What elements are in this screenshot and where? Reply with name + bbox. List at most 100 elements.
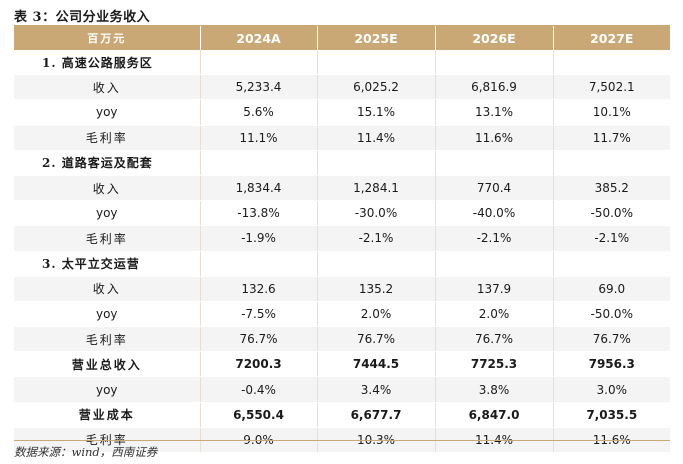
table-row: yoy 5.6% 15.1% 13.1% 10.1% <box>14 99 670 126</box>
table-cell: 137.9 <box>435 276 554 302</box>
header-unit: 百万元 <box>14 26 201 50</box>
table-cell: -50.0% <box>553 200 670 227</box>
table-row: 收入 132.6 135.2 137.9 69.0 <box>14 276 670 302</box>
table-cell <box>553 150 670 176</box>
table-cell: 132.6 <box>200 276 318 302</box>
table-cell <box>317 150 436 176</box>
table-row: 毛利率 76.7% 76.7% 76.7% 76.7% <box>14 326 670 353</box>
row-label: 营业成本 <box>14 402 201 428</box>
table-cell: 1,834.4 <box>200 175 318 202</box>
data-source-note: 数据来源：wind，西南证券 <box>14 445 158 459</box>
table-cell: 11.4% <box>317 125 436 151</box>
table-cell: -2.1% <box>553 225 670 252</box>
table-row: 营业总收入 7200.3 7444.5 7725.3 7956.3 <box>14 351 670 378</box>
table-section-row: 1. 高速公路服务区 <box>14 50 670 76</box>
row-label: 营业总收入 <box>14 351 201 378</box>
table-cell: 76.7% <box>553 326 670 353</box>
table-row: yoy -13.8% -30.0% -40.0% -50.0% <box>14 200 670 227</box>
table-cell: -13.8% <box>200 200 318 227</box>
row-label: yoy <box>14 301 201 328</box>
table-cell: 385.2 <box>553 175 670 202</box>
section-label: 1. 高速公路服务区 <box>14 50 201 76</box>
table-cell: -30.0% <box>317 200 436 227</box>
row-label: yoy <box>14 99 201 126</box>
table-cell <box>317 50 436 76</box>
table-cell <box>435 50 554 76</box>
table-cell <box>317 251 436 277</box>
table-cell <box>200 50 318 76</box>
table-cell: -0.4% <box>200 376 318 403</box>
table-cell: 6,677.7 <box>317 402 436 428</box>
table-cell: 6,816.9 <box>435 74 554 101</box>
table-cell: 76.7% <box>200 326 318 353</box>
table-cell: 7956.3 <box>553 351 670 378</box>
table-cell: 7,502.1 <box>553 74 670 101</box>
table-cell <box>200 150 318 176</box>
table-title: 表 3：公司分业务收入 <box>14 10 151 25</box>
table-row: 收入 1,834.4 1,284.1 770.4 385.2 <box>14 175 670 202</box>
title-divider <box>14 25 670 26</box>
table-cell: 76.7% <box>435 326 554 353</box>
table-cell: -2.1% <box>317 225 436 252</box>
table-cell <box>553 251 670 277</box>
table-cell: 7444.5 <box>317 351 436 378</box>
table-row: 毛利率 11.1% 11.4% 11.6% 11.7% <box>14 125 670 151</box>
row-label: 收入 <box>14 276 201 302</box>
table-cell: 1,284.1 <box>317 175 436 202</box>
table-cell: 7725.3 <box>435 351 554 378</box>
table-cell: 6,550.4 <box>200 402 318 428</box>
table-cell: 6,025.2 <box>317 74 436 101</box>
table-cell: 2.0% <box>317 301 436 328</box>
table-cell: -7.5% <box>200 301 318 328</box>
table-cell: 76.7% <box>317 326 436 353</box>
revenue-table: 百万元 2024A 2025E 2026E 2027E 1. 高速公路服务区 收入… <box>14 26 670 454</box>
table-cell: 3.0% <box>553 376 670 403</box>
table-cell: 5.6% <box>200 99 318 126</box>
table-cell: 3.8% <box>435 376 554 403</box>
table-section-row: 2. 道路客运及配套 <box>14 150 670 176</box>
section-label: 2. 道路客运及配套 <box>14 150 201 176</box>
table-row: 收入 5,233.4 6,025.2 6,816.9 7,502.1 <box>14 74 670 101</box>
section-label: 3. 太平立交运营 <box>14 251 201 277</box>
table-row: 营业成本 6,550.4 6,677.7 6,847.0 7,035.5 <box>14 402 670 428</box>
table-section-row: 3. 太平立交运营 <box>14 251 670 277</box>
header-year-2025: 2025E <box>317 26 436 50</box>
table-body: 1. 高速公路服务区 收入 5,233.4 6,025.2 6,816.9 7,502.1… <box>14 50 670 454</box>
row-label: yoy <box>14 200 201 227</box>
table-row: yoy -0.4% 3.4% 3.8% 3.0% <box>14 376 670 403</box>
bottom-divider <box>14 440 670 441</box>
row-label: yoy <box>14 376 201 403</box>
table-cell: 770.4 <box>435 175 554 202</box>
table-cell: 7,035.5 <box>553 402 670 428</box>
table-cell: 11.7% <box>553 125 670 151</box>
header-year-2027: 2027E <box>553 26 670 50</box>
table-row: 毛利率 9.0% 10.3% 11.4% 11.6% <box>14 427 670 454</box>
table-cell <box>435 150 554 176</box>
table-row: 毛利率 -1.9% -2.1% -2.1% -2.1% <box>14 225 670 252</box>
table-cell <box>553 50 670 76</box>
table-cell: -1.9% <box>200 225 318 252</box>
table-cell: 11.6% <box>435 125 554 151</box>
table-cell: 2.0% <box>435 301 554 328</box>
table-cell: 15.1% <box>317 99 436 126</box>
row-label: 收入 <box>14 175 201 202</box>
row-label: 毛利率 <box>14 326 201 353</box>
row-label: 收入 <box>14 74 201 101</box>
header-year-2026: 2026E <box>435 26 554 50</box>
row-label: 毛利率 <box>14 125 201 151</box>
table-cell: 10.1% <box>553 99 670 126</box>
table-cell: -2.1% <box>435 225 554 252</box>
table-header-row: 百万元 2024A 2025E 2026E 2027E <box>14 26 670 50</box>
table-cell: 5,233.4 <box>200 74 318 101</box>
table-cell: 3.4% <box>317 376 436 403</box>
header-year-2024: 2024A <box>200 26 318 50</box>
table-cell <box>435 251 554 277</box>
table-cell: 13.1% <box>435 99 554 126</box>
table-row: yoy -7.5% 2.0% 2.0% -50.0% <box>14 301 670 328</box>
table-cell <box>200 251 318 277</box>
table-cell: 69.0 <box>553 276 670 302</box>
table-cell: -40.0% <box>435 200 554 227</box>
table-cell: -50.0% <box>553 301 670 328</box>
table-cell: 7200.3 <box>200 351 318 378</box>
table-cell: 6,847.0 <box>435 402 554 428</box>
